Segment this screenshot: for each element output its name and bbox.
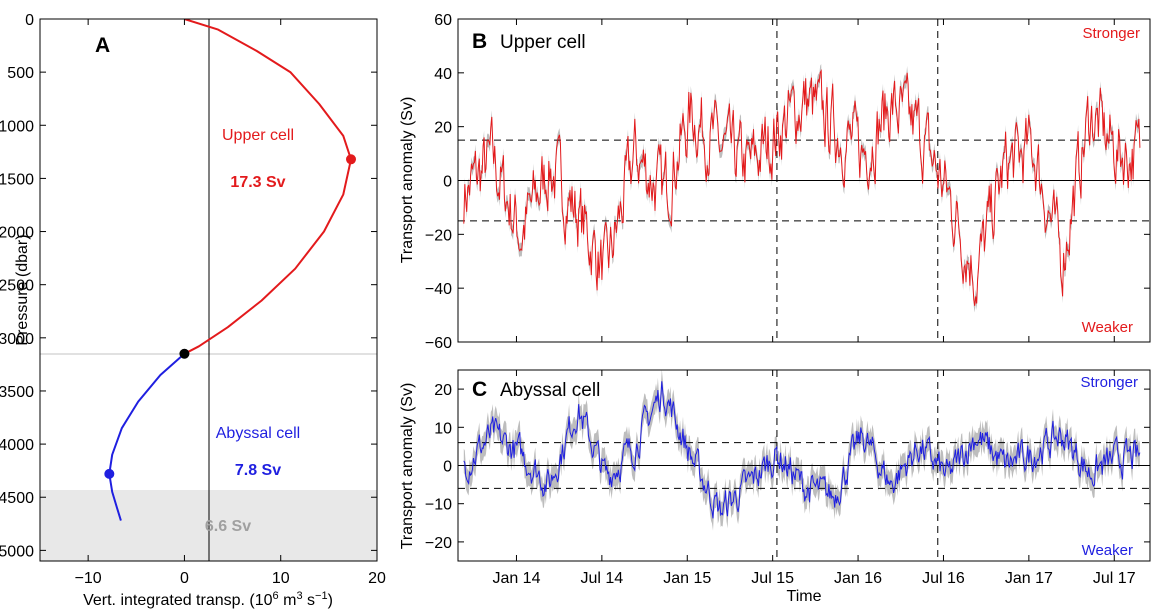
panel-c-ticks: −20 −10 0 10 20 Jan 14 Jul 14 Jan 15 Jul 15 Jan 1… [425,370,1150,587]
x-tick-label: Jan 14 [492,570,540,587]
y-tick-label: 60 [434,12,452,29]
x-tick-label: Jul 17 [1093,570,1136,587]
panel-c-stronger: Stronger [1080,374,1138,391]
panel-c-title: Abyssal cell [500,380,600,401]
y-tick-label: 10 [434,420,452,437]
panel-a-letter: A [95,34,110,57]
y-tick-label: 1000 [0,118,34,135]
x-tick-label: −10 [75,570,102,587]
upper-cell-value: 17.3 Sv [230,174,285,191]
y-tick-label: 2500 [0,278,34,295]
time-axis-label: Time [787,588,822,605]
x-tick-label: Jan 16 [834,570,882,587]
transport-series-line [463,69,1141,306]
y-tick-label: 3500 [0,384,34,401]
panel-b-plot [458,19,1150,342]
y-tick-label: 1500 [0,171,34,188]
y-tick-label: 20 [434,382,452,399]
y-tick-label: −60 [425,335,452,352]
uncertainty-band [463,64,1140,313]
transport-series-line [463,381,1141,519]
y-tick-label: 40 [434,66,452,83]
panel-c-letter: C [472,378,487,401]
y-tick-label: 4500 [0,490,34,507]
panel-b-weaker: Weaker [1082,319,1133,336]
abyssal-cell-curve [108,353,186,521]
y-tick-label: 0 [25,12,34,29]
panel-b-letter: B [472,30,487,53]
panel-c-ylabel: Transport anomaly (Sv) [399,383,416,550]
y-tick-label: 0 [443,174,452,191]
y-tick-label: 500 [7,65,34,82]
panel-b-ticks: −60 −40 −20 0 20 40 60 [425,12,1150,352]
panel-c-plot [458,370,1150,561]
upper-cell-label: Upper cell [222,127,294,144]
panel-a-xlabel: Vert. integrated transp. (106 m3 s−1) [83,590,333,609]
y-tick-label: 0 [443,459,452,476]
y-tick-label: 3000 [0,331,34,348]
y-tick-label: 2000 [0,225,34,242]
y-tick-label: −40 [425,281,452,298]
interface-marker [179,348,190,359]
y-tick-label: −20 [425,535,452,552]
y-tick-label: −10 [425,497,452,514]
panel-b-title: Upper cell [500,32,586,53]
abyssal-cell-max-marker [104,468,115,479]
panel-c-weaker: Weaker [1082,542,1133,559]
x-tick-label: Jan 15 [663,570,711,587]
panel-a-ticks: 0 500 1000 1500 2000 2500 3000 3500 4000 4500 5000… [0,12,386,587]
x-tick-label: 0 [180,570,189,587]
panel-b-stronger: Stronger [1082,25,1140,42]
panel-c: −20 −10 0 10 20 Jan 14 Jul 14 Jan 15 Jul 15 Jan 1… [399,369,1151,605]
x-tick-label: Jul 14 [581,570,624,587]
y-tick-label: 20 [434,120,452,137]
panel-b-ylabel: Transport anomaly (Sv) [399,97,416,264]
x-tick-label: Jul 15 [751,570,794,587]
panel-a-markers [104,154,357,479]
y-tick-label: 5000 [0,543,34,560]
panel-a: 0 500 1000 1500 2000 2500 3000 3500 4000 4500 5000… [0,12,386,609]
panel-b: −60 −40 −20 0 20 40 60 B Upper cell Stronger W… [399,12,1151,352]
abyssal-cell-label: Abyssal cell [216,425,300,442]
panel-a-frame [39,18,378,562]
x-tick-label: Jul 16 [922,570,965,587]
abyssal-cell-value: 7.8 Sv [235,462,281,479]
panel-a-curves [108,19,352,521]
x-tick-label: 20 [368,570,386,587]
panel-a-ylabel: Pressure (dbar) [14,234,31,345]
y-tick-label: 4000 [0,437,34,454]
y-tick-label: −20 [425,227,452,244]
x-tick-label: Jan 17 [1005,570,1053,587]
upper-cell-max-marker [346,154,357,165]
upper-cell-curve [183,19,352,355]
x-tick-label: 10 [272,570,290,587]
bottom-transport-label: 6.6 Sv [205,518,251,535]
